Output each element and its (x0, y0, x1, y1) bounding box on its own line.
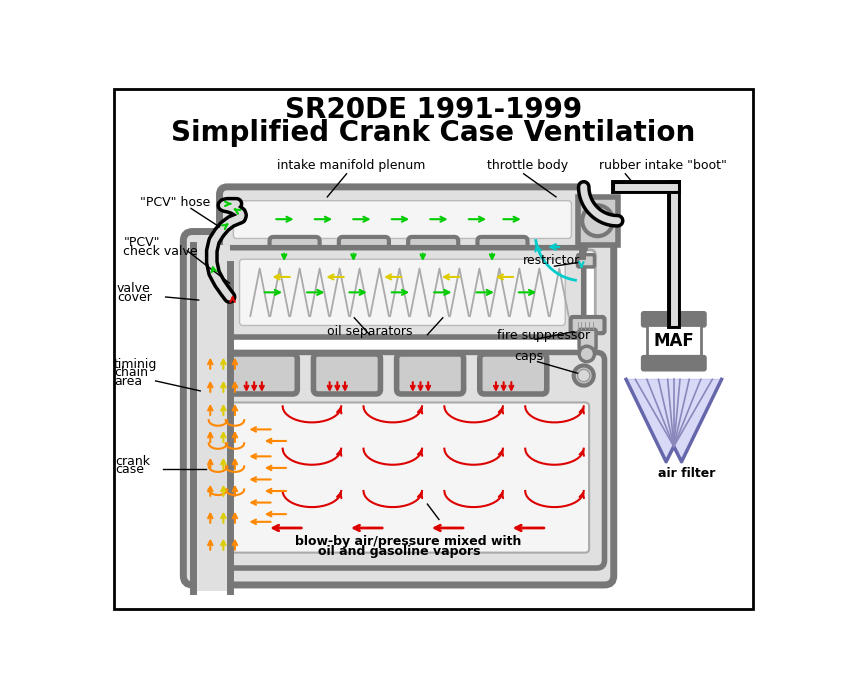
Text: throttle body: throttle body (487, 159, 569, 172)
Text: crank: crank (116, 455, 151, 468)
Text: chain: chain (114, 366, 148, 379)
Circle shape (582, 205, 613, 236)
FancyBboxPatch shape (221, 247, 584, 337)
Circle shape (578, 370, 590, 381)
Text: oil and gasoline vapors: oil and gasoline vapors (318, 545, 481, 558)
FancyBboxPatch shape (571, 317, 605, 333)
FancyBboxPatch shape (196, 352, 605, 568)
FancyBboxPatch shape (230, 354, 297, 394)
FancyBboxPatch shape (314, 354, 381, 394)
Text: caps: caps (514, 350, 543, 363)
Text: case: case (116, 463, 145, 476)
Text: cover: cover (117, 291, 152, 304)
FancyBboxPatch shape (239, 259, 565, 325)
Text: Simplified Crank Case Ventilation: Simplified Crank Case Ventilation (172, 119, 695, 147)
Text: SR20DE 1991-1999: SR20DE 1991-1999 (285, 96, 582, 124)
Text: restrictor: restrictor (523, 254, 580, 267)
FancyBboxPatch shape (642, 312, 706, 326)
Text: valve: valve (117, 283, 151, 295)
FancyBboxPatch shape (219, 187, 585, 252)
FancyBboxPatch shape (480, 354, 547, 394)
FancyBboxPatch shape (580, 330, 596, 350)
Text: blow-by air/pressure mixed with: blow-by air/pressure mixed with (295, 535, 521, 548)
Polygon shape (626, 379, 722, 462)
FancyBboxPatch shape (212, 402, 589, 553)
Text: oil separators: oil separators (327, 325, 413, 338)
Text: MAF: MAF (653, 332, 695, 350)
Circle shape (574, 366, 594, 386)
FancyBboxPatch shape (642, 357, 706, 370)
FancyBboxPatch shape (397, 354, 464, 394)
Circle shape (580, 346, 595, 361)
FancyBboxPatch shape (184, 231, 613, 585)
Text: intake manifold plenum: intake manifold plenum (277, 159, 426, 172)
Text: fire suppressor: fire suppressor (497, 330, 590, 342)
Bar (647, 325, 700, 361)
FancyBboxPatch shape (233, 200, 571, 238)
Text: check valve: check valve (124, 245, 198, 258)
Bar (193, 245, 229, 591)
FancyBboxPatch shape (408, 237, 459, 269)
Text: air filter: air filter (658, 467, 716, 480)
Text: timinig: timinig (114, 358, 157, 371)
FancyBboxPatch shape (477, 237, 528, 269)
Text: rubber intake "boot": rubber intake "boot" (599, 159, 727, 172)
FancyBboxPatch shape (202, 250, 596, 567)
FancyBboxPatch shape (270, 237, 320, 269)
Text: "PCV" hose: "PCV" hose (140, 196, 211, 209)
Text: "PCV": "PCV" (124, 236, 160, 249)
Text: area: area (114, 375, 142, 388)
FancyBboxPatch shape (578, 254, 595, 267)
FancyBboxPatch shape (339, 237, 389, 269)
Bar (578, 197, 618, 245)
